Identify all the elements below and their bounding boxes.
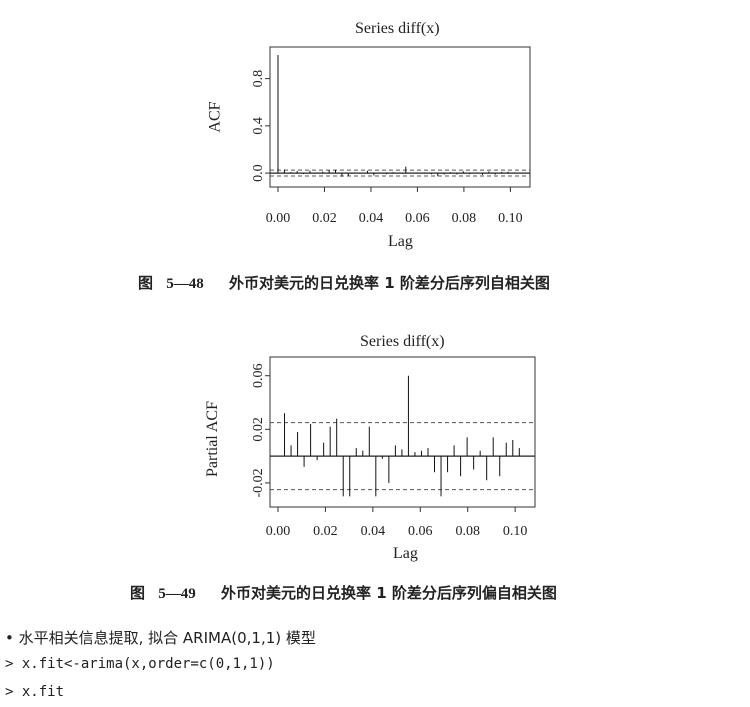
x-tick-label: 0.04 (359, 211, 384, 226)
figure-5-48-caption: 图 5—48 外币对美元的日兑换率 1 阶差分后序列自相关图 (138, 272, 550, 293)
x-tick-label: 0.06 (405, 211, 430, 226)
y-tick-label: 0.8 (251, 70, 266, 88)
x-tick-label: 0.08 (455, 524, 480, 539)
pacf-chart-title: Series diff(x) (360, 333, 445, 350)
figure-5-49-caption: 图 5—49 外币对美元的日兑换率 1 阶差分后序列偏自相关图 (130, 582, 557, 603)
x-tick-label: 0.00 (266, 524, 291, 539)
x-tick-label: 0.06 (408, 524, 433, 539)
code-line-1: > x.fit<-arima(x,order=c(0,1,1)) (5, 656, 275, 672)
x-tick-label: 0.02 (312, 211, 337, 226)
x-tick-label: 0.08 (452, 211, 477, 226)
x-tick-label: 0.10 (498, 211, 523, 226)
x-tick-label: 0.00 (266, 211, 291, 226)
pacf-x-axis-label: Lag (393, 545, 418, 562)
plot-frame (269, 46, 531, 188)
caption-label: 图 (130, 584, 146, 602)
y-tick-label: -0.02 (251, 468, 266, 497)
caption-label: 图 (138, 274, 154, 292)
caption-text: 外币对美元的日兑换率 1 阶差分后序列偏自相关图 (220, 584, 557, 602)
caption-text: 外币对美元的日兑换率 1 阶差分后序列自相关图 (228, 274, 550, 292)
y-tick-label: 0.0 (251, 164, 266, 182)
y-tick-label: 0.06 (251, 363, 266, 388)
code-line-2: > x.fit (5, 684, 65, 700)
x-tick-label: 0.10 (503, 524, 528, 539)
x-tick-label: 0.02 (313, 524, 338, 539)
caption-number: 5—48 (166, 276, 204, 292)
y-tick-label: 0.4 (251, 117, 266, 135)
y-tick-label: 0.02 (251, 417, 266, 442)
plot-frame (269, 356, 536, 508)
bullet-line: • 水平相关信息提取, 拟合 ARIMA(0,1,1) 模型 (5, 629, 316, 647)
caption-number: 5—49 (158, 586, 196, 602)
x-tick-label: 0.04 (361, 524, 386, 539)
acf-x-axis-label: Lag (388, 233, 413, 250)
acf-chart-title: Series diff(x) (355, 20, 440, 37)
